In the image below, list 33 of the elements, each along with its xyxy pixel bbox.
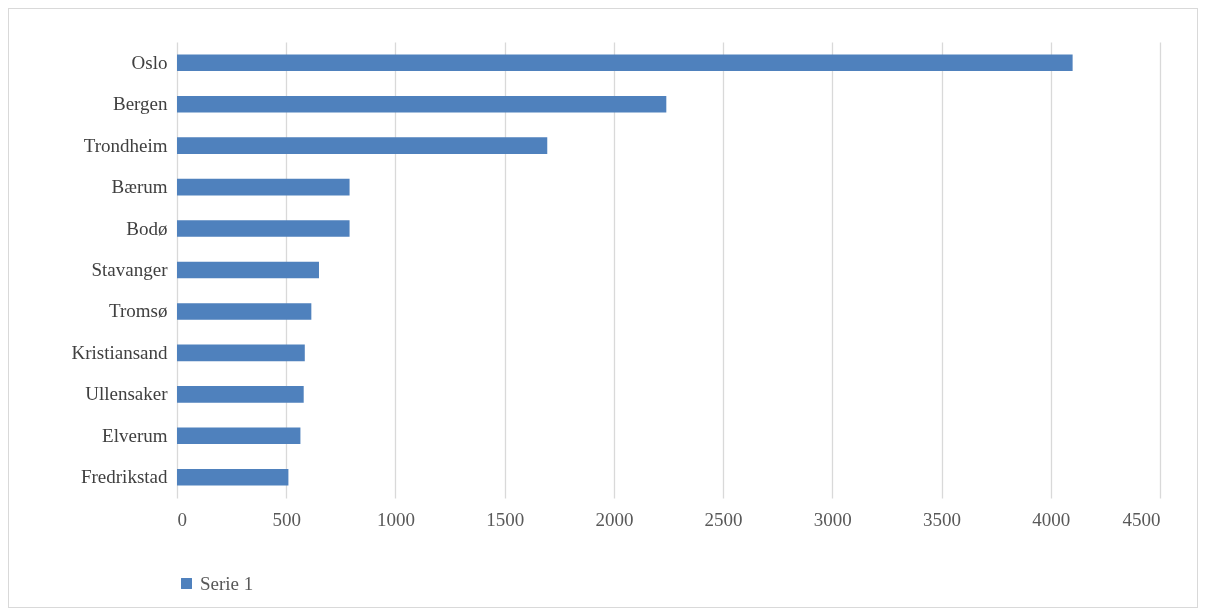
y-tick-label: Tromsø xyxy=(109,300,168,322)
y-tick-label: Stavanger xyxy=(91,259,169,280)
y-tick-label: Bergen xyxy=(112,93,168,115)
bar xyxy=(177,220,350,237)
x-tick-label: 3000 xyxy=(813,508,852,530)
x-tick-label: 2500 xyxy=(704,508,743,530)
x-tick-label: 500 xyxy=(272,508,301,530)
bar xyxy=(177,386,304,403)
bar xyxy=(177,468,289,486)
bar xyxy=(177,54,1073,72)
legend-label: Serie 1 xyxy=(200,572,254,594)
y-tick-label: Bærum xyxy=(111,176,168,198)
x-tick-label: 0 xyxy=(177,508,187,530)
bar xyxy=(177,261,319,279)
bar xyxy=(177,137,548,154)
y-tick-label: Kristiansand xyxy=(71,341,168,363)
bar xyxy=(177,427,301,445)
x-tick-label: 2000 xyxy=(595,508,634,530)
y-tick-label: Trondheim xyxy=(83,134,168,156)
bar xyxy=(177,95,667,113)
x-tick-label: 4500 xyxy=(1122,508,1161,530)
y-tick-label: Oslo xyxy=(131,51,168,73)
y-tick-label: Ullensaker xyxy=(85,383,169,405)
y-tick-label: Elverum xyxy=(102,424,168,446)
x-tick-label: 4000 xyxy=(1032,508,1071,530)
y-tick-label: Bodø xyxy=(126,217,168,239)
x-tick-label: 3500 xyxy=(923,508,962,530)
bar xyxy=(177,303,312,320)
x-tick-label: 1000 xyxy=(376,508,415,530)
x-tick-label: 1500 xyxy=(486,508,525,530)
bar xyxy=(177,344,305,362)
bar xyxy=(177,178,350,196)
y-tick-label: Fredrikstad xyxy=(80,466,168,488)
